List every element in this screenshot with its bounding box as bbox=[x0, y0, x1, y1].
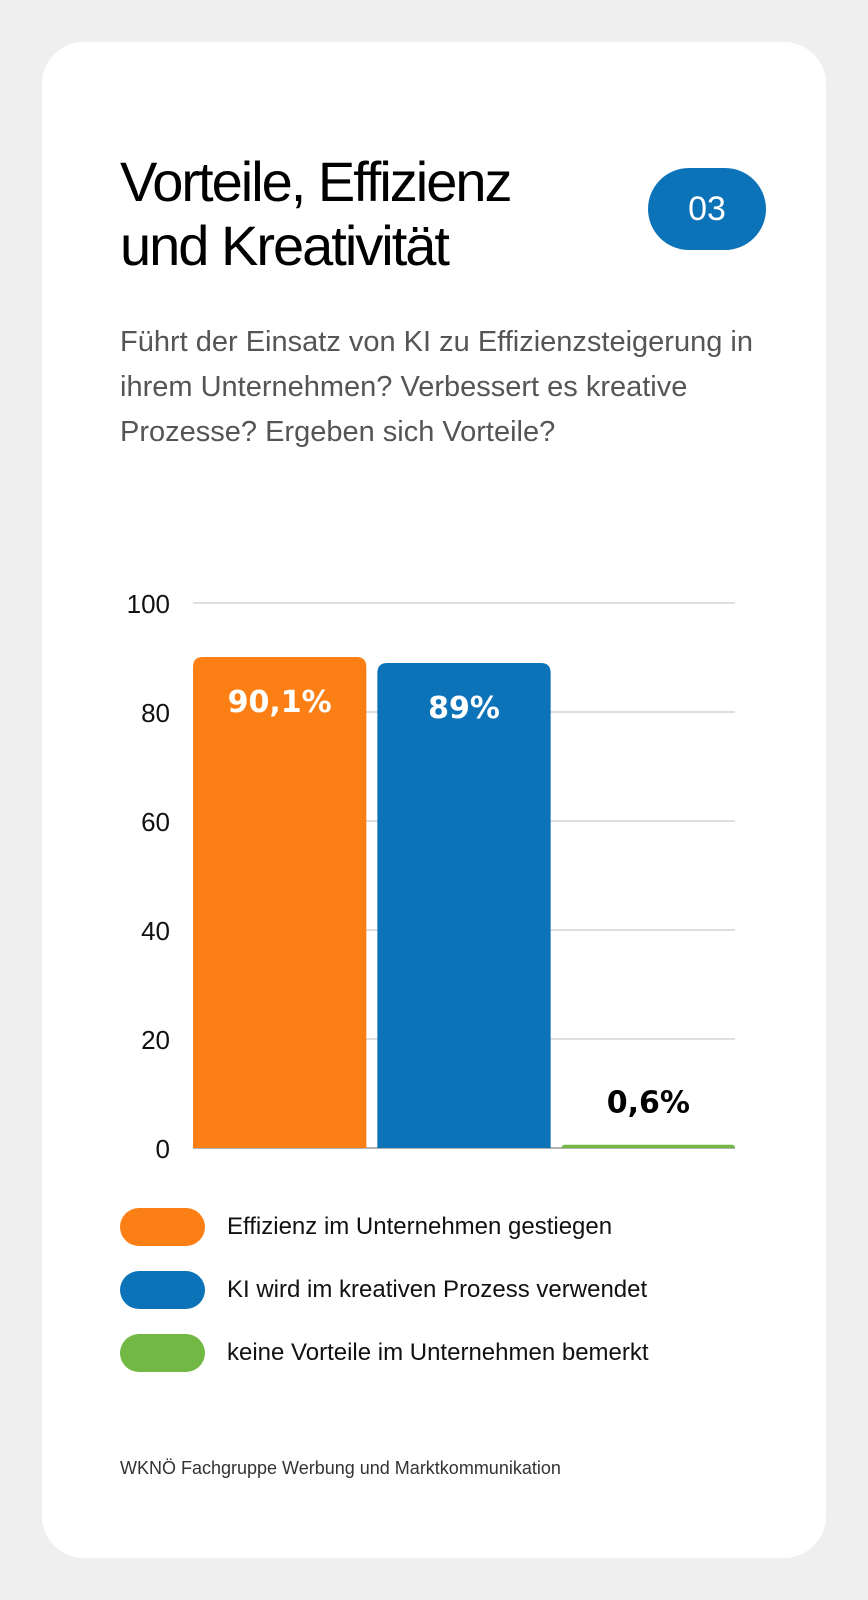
y-tick-label: 20 bbox=[141, 1025, 170, 1055]
y-tick-label: 100 bbox=[127, 589, 170, 619]
legend-swatch-orange bbox=[120, 1208, 205, 1246]
bar bbox=[377, 662, 551, 1148]
y-tick-label: 0 bbox=[156, 1134, 170, 1164]
subtitle: Führt der Einsatz von KI zu Effizienzste… bbox=[120, 326, 753, 448]
page-title: Vorteile, Effizienz und Kreativität bbox=[120, 150, 513, 277]
legend-swatch-green bbox=[120, 1334, 205, 1372]
section-number-badge: 03 bbox=[648, 168, 766, 250]
legend-item: KI wird im kreativen Prozess verwendet bbox=[120, 1271, 649, 1309]
y-tick-label: 40 bbox=[141, 916, 170, 946]
infographic-card: Vorteile, Effizienz und Kreativität 03 F… bbox=[42, 42, 826, 1558]
y-tick-label: 80 bbox=[141, 698, 170, 728]
legend-label: Effizienz im Unternehmen gestiegen bbox=[227, 1213, 613, 1240]
legend: Effizienz im Unternehmen gestiegen KI wi… bbox=[120, 1208, 649, 1397]
legend-item: keine Vorteile im Unternehmen bemerkt bbox=[120, 1334, 649, 1372]
bar-data-label: 90,1% bbox=[228, 685, 332, 720]
bar bbox=[561, 1144, 735, 1148]
bar-data-label: 0,6% bbox=[607, 1086, 690, 1121]
legend-label: keine Vorteile im Unternehmen bemerkt bbox=[227, 1339, 649, 1366]
source-footer: WKNÖ Fachgruppe Werbung und Marktkommuni… bbox=[120, 1458, 561, 1478]
legend-item: Effizienz im Unternehmen gestiegen bbox=[120, 1208, 649, 1246]
bar-data-label: 89% bbox=[428, 691, 500, 726]
legend-label: KI wird im kreativen Prozess verwendet bbox=[227, 1276, 648, 1303]
bar bbox=[193, 656, 367, 1148]
y-tick-label: 60 bbox=[141, 807, 170, 837]
legend-swatch-blue bbox=[120, 1271, 205, 1309]
